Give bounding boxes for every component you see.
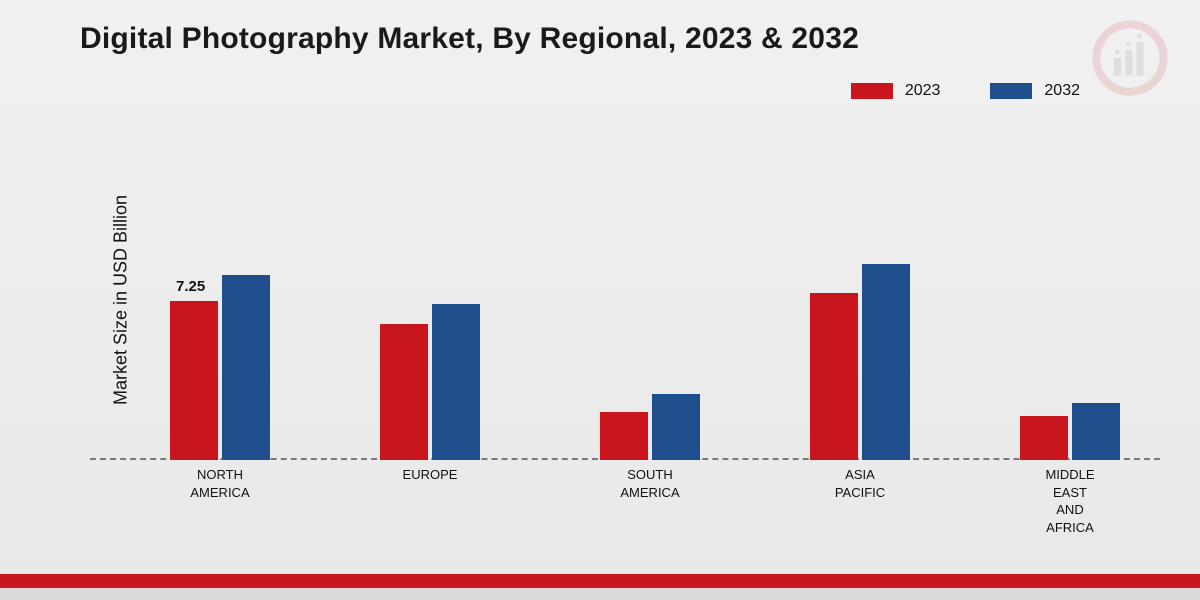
bar xyxy=(652,394,700,460)
footer-grey-bar xyxy=(0,588,1200,600)
bar xyxy=(1020,416,1068,460)
bar-group xyxy=(810,264,910,460)
bar xyxy=(600,412,648,460)
bar xyxy=(170,301,218,461)
x-axis-category-label: EUROPE xyxy=(403,466,458,484)
legend-item-2023: 2023 xyxy=(851,82,941,100)
bar xyxy=(432,304,480,460)
bar-group xyxy=(170,275,270,460)
legend-swatch-2023 xyxy=(851,83,893,99)
legend-label-2023: 2023 xyxy=(905,82,941,100)
x-axis-category-label: NORTH AMERICA xyxy=(190,466,249,501)
bar xyxy=(380,324,428,460)
bar xyxy=(810,293,858,460)
bar-group xyxy=(380,304,480,460)
bar-group xyxy=(600,394,700,460)
bar-group xyxy=(1020,403,1120,460)
x-axis-category-label: SOUTH AMERICA xyxy=(620,466,679,501)
bar xyxy=(1072,403,1120,460)
chart-title: Digital Photography Market, By Regional,… xyxy=(80,22,859,56)
x-axis-labels: NORTH AMERICA EUROPE SOUTH AMERICA ASIA PAC… xyxy=(90,466,1160,546)
legend-item-2032: 2032 xyxy=(990,82,1080,100)
watermark-icon xyxy=(1090,18,1170,98)
x-axis-category-label: ASIA PACIFIC xyxy=(835,466,885,501)
footer-red-bar xyxy=(0,574,1200,588)
legend: 2023 2032 xyxy=(851,82,1080,100)
legend-label-2032: 2032 xyxy=(1044,82,1080,100)
bar xyxy=(222,275,270,460)
x-axis-category-label: MIDDLE EAST AND AFRICA xyxy=(1045,466,1094,536)
legend-swatch-2032 xyxy=(990,83,1032,99)
plot-area: 7.25 xyxy=(90,120,1160,460)
bar xyxy=(862,264,910,460)
chart-page: Digital Photography Market, By Regional,… xyxy=(0,0,1200,600)
